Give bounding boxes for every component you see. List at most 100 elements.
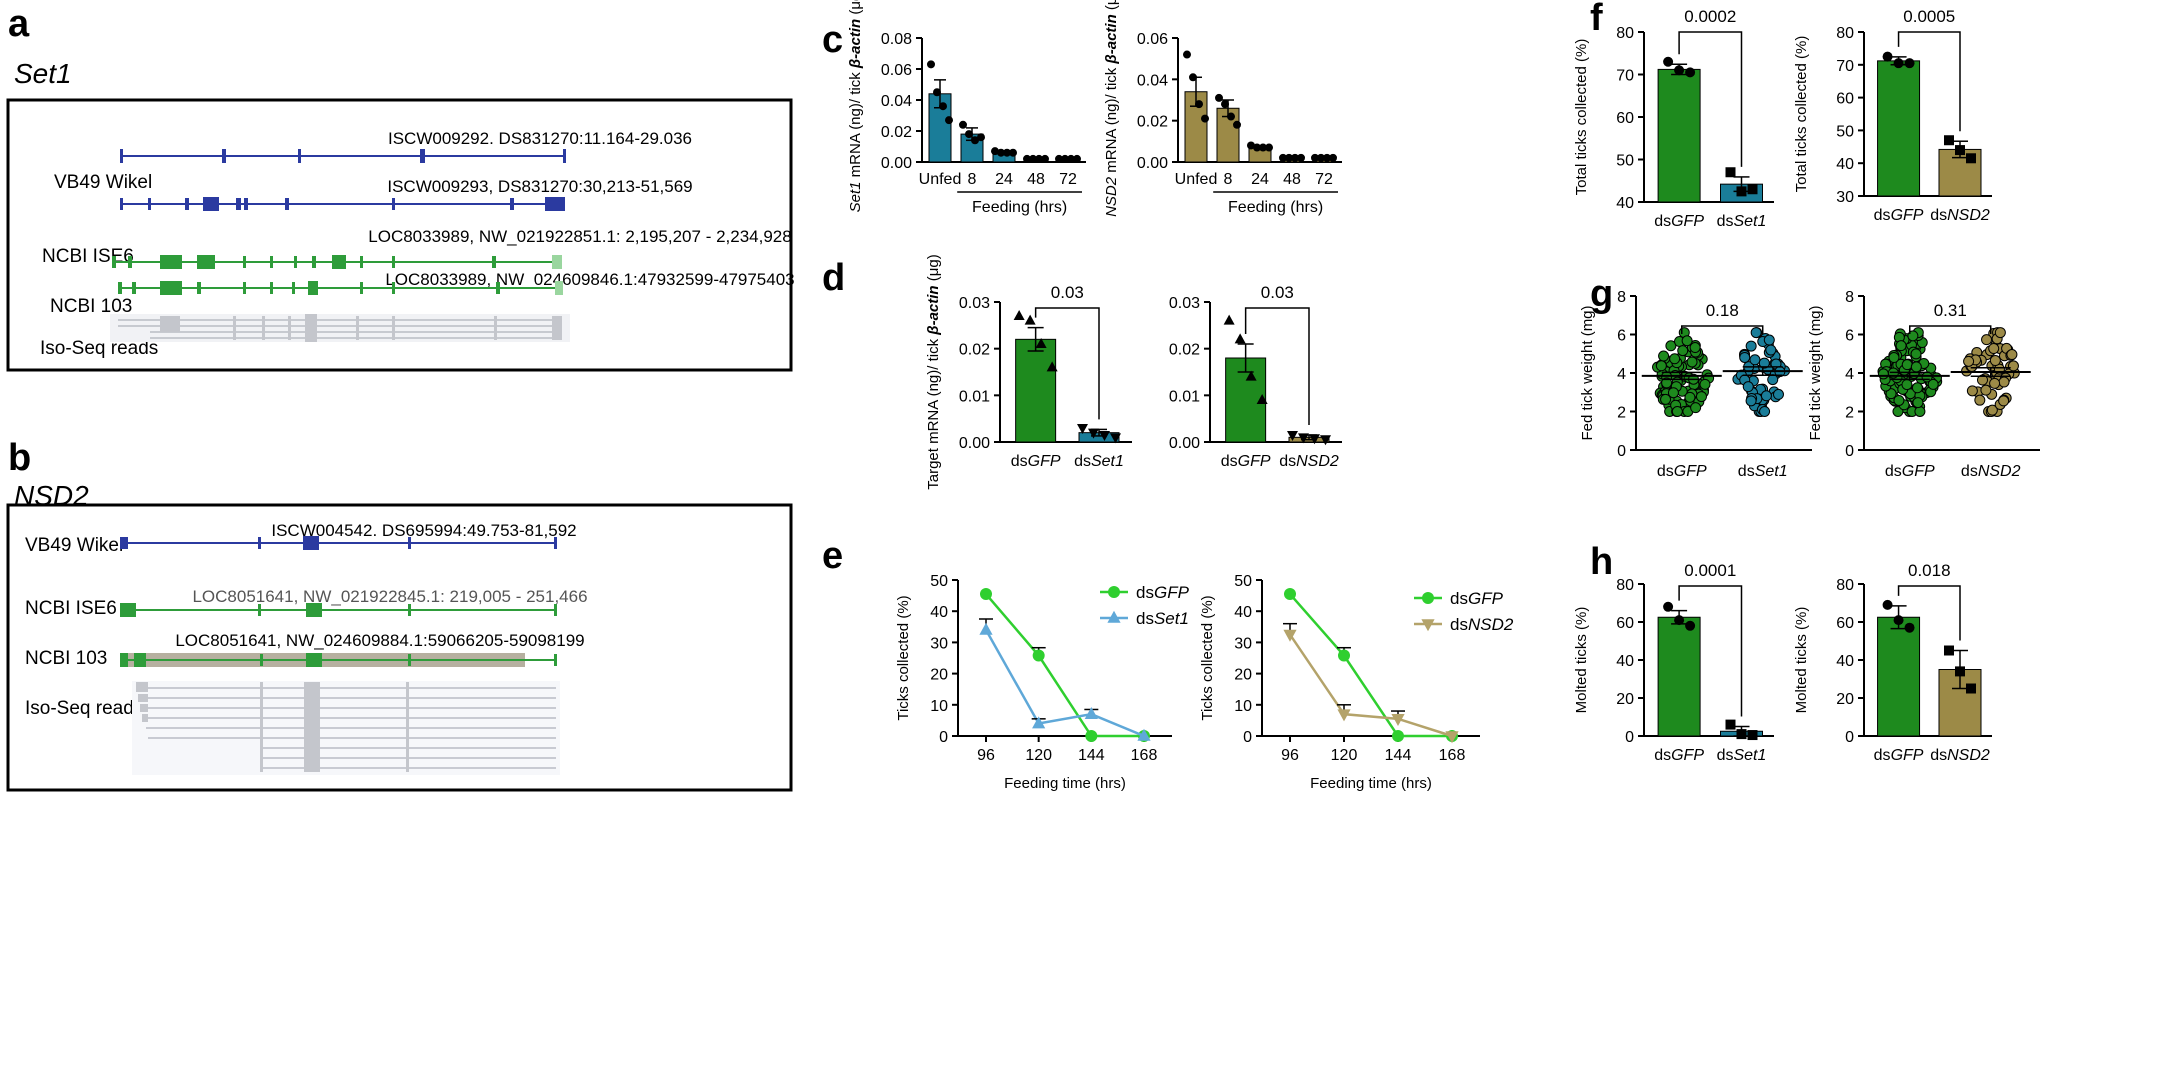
y-tick-label: 40 xyxy=(1836,653,1854,670)
x-category-label: dsGFP xyxy=(1657,463,1707,480)
data-point xyxy=(1265,143,1273,152)
x-category-label: 8 xyxy=(1224,171,1233,188)
data-point xyxy=(1976,374,1988,386)
data-point xyxy=(1667,387,1679,399)
data-point xyxy=(1750,327,1762,339)
data-point xyxy=(1893,615,1904,626)
data-point xyxy=(1233,120,1241,129)
panel-c-set1-expression-chart: 0.00 0.02 0.04 0.06 0.08 Unfed 8 24 48 72 Feeding … xyxy=(847,0,1086,216)
data-point xyxy=(1234,333,1246,344)
data-point xyxy=(1974,394,1986,406)
data-point xyxy=(1291,153,1299,162)
track-label: VB49 Wikel xyxy=(54,172,152,193)
p-value-label: 0.018 xyxy=(1908,561,1951,580)
data-point xyxy=(1895,340,1907,352)
panel-f-set1-total-ticks-chart: 40 50 60 70 80 dsGFP dsSet1 0.0002 Total ticks c… xyxy=(1573,7,1774,230)
data-point xyxy=(1067,154,1075,163)
data-point xyxy=(1061,154,1069,163)
data-point xyxy=(1955,145,1965,156)
x-group-label: Feeding (hrs) xyxy=(972,199,1067,216)
legend-marker xyxy=(1107,610,1121,623)
track-label: VB49 Wikel xyxy=(25,535,123,556)
panel-letter-d: d xyxy=(822,257,845,299)
data-point xyxy=(1677,345,1689,357)
data-point xyxy=(1029,154,1037,163)
data-point xyxy=(1760,390,1772,402)
y-tick-label: 6 xyxy=(1617,328,1626,345)
y-tick-label: 0.08 xyxy=(881,31,912,48)
p-value-label: 0.03 xyxy=(1051,283,1084,302)
data-point xyxy=(1910,348,1922,360)
y-axis-title: Set1 mRNA (ng)/ tick β-actin (μg) xyxy=(847,0,864,212)
y-axis-title: Ticks collected (%) xyxy=(1199,595,1216,720)
y-tick-label: 0.06 xyxy=(1137,31,1168,48)
y-tick-label: 0 xyxy=(1625,729,1634,746)
data-point xyxy=(1910,361,1922,373)
data-point xyxy=(1689,342,1701,354)
legend-marker xyxy=(1108,586,1120,598)
y-tick-label: 80 xyxy=(1616,25,1634,42)
data-point xyxy=(980,588,992,601)
data-point xyxy=(997,148,1005,157)
data-point xyxy=(1893,58,1904,69)
y-tick-label: 0.00 xyxy=(1169,435,1200,452)
p-value-label: 0.18 xyxy=(1706,301,1739,320)
y-tick-label: 50 xyxy=(930,573,948,590)
data-point xyxy=(1747,184,1758,195)
data-point xyxy=(939,102,947,111)
y-tick-label: 0 xyxy=(1617,443,1626,460)
y-tick-label: 70 xyxy=(1836,58,1854,75)
data-point xyxy=(1046,361,1058,372)
data-point xyxy=(1669,353,1681,365)
data-point xyxy=(1024,314,1036,325)
accession-label: LOC8051641, NW_021922845.1: 219,005 - 25… xyxy=(192,587,587,606)
y-tick-label: 0 xyxy=(1243,729,1252,746)
legend-label: dsGFP xyxy=(1136,583,1190,602)
data-point xyxy=(1739,351,1751,363)
data-point xyxy=(1749,354,1761,366)
panel-letter-a: a xyxy=(8,3,30,45)
x-category-label: dsGFP xyxy=(1654,747,1704,764)
y-tick-label: 40 xyxy=(1616,653,1634,670)
x-category-label: dsSet1 xyxy=(1717,747,1767,764)
p-value-label: 0.0005 xyxy=(1903,7,1955,26)
x-category-label: dsNSD2 xyxy=(1930,207,1990,224)
x-tick-label: 168 xyxy=(1131,747,1158,764)
y-tick-label: 0.00 xyxy=(959,435,990,452)
gene-model-wikel-1 xyxy=(120,149,566,163)
y-tick-label: 0 xyxy=(939,729,948,746)
accession-label: LOC8033989, NW_021922851.1: 2,195,207 - … xyxy=(368,227,791,246)
data-point xyxy=(2007,360,2019,372)
y-tick-label: 30 xyxy=(1234,635,1252,652)
data-point xyxy=(971,136,979,145)
data-point xyxy=(1685,67,1696,78)
y-tick-label: 0.02 xyxy=(1169,342,1200,359)
y-axis-title: Ticks collected (%) xyxy=(895,595,912,720)
y-axis-title: Total ticks collected (%) xyxy=(1793,36,1810,193)
legend-label: dsSet1 xyxy=(1136,609,1189,628)
y-tick-label: 70 xyxy=(1616,68,1634,85)
data-point xyxy=(1747,730,1758,741)
x-category-label: dsGFP xyxy=(1885,463,1935,480)
y-tick-label: 40 xyxy=(1836,156,1854,173)
x-category-label: dsNSD2 xyxy=(1930,747,1990,764)
data-point xyxy=(1998,395,2010,407)
data-point xyxy=(1901,359,1913,371)
data-point xyxy=(1981,334,1993,346)
y-tick-label: 4 xyxy=(1845,366,1854,383)
y-tick-label: 0.04 xyxy=(881,93,912,110)
data-point xyxy=(1758,357,1770,369)
data-point xyxy=(1013,310,1025,320)
data-point xyxy=(1227,112,1235,121)
data-point xyxy=(1099,431,1110,441)
panel-h-nsd2-molting-chart: 0 20 40 60 80 dsGFP dsNSD2 0.018 Molted ticks (%… xyxy=(1793,561,1992,764)
data-point xyxy=(1311,153,1319,162)
panel-c-nsd2-expression-chart: 0.00 0.02 0.04 0.06 Unfed 8 24 48 72 Feeding (hrs… xyxy=(1103,0,1342,217)
significance-bracket xyxy=(1909,325,1992,334)
data-point xyxy=(1911,382,1923,394)
data-point xyxy=(1663,601,1674,612)
y-tick-label: 20 xyxy=(930,667,948,684)
data-point xyxy=(1284,588,1296,601)
y-tick-label: 0.01 xyxy=(959,388,990,405)
y-tick-label: 20 xyxy=(1836,691,1854,708)
